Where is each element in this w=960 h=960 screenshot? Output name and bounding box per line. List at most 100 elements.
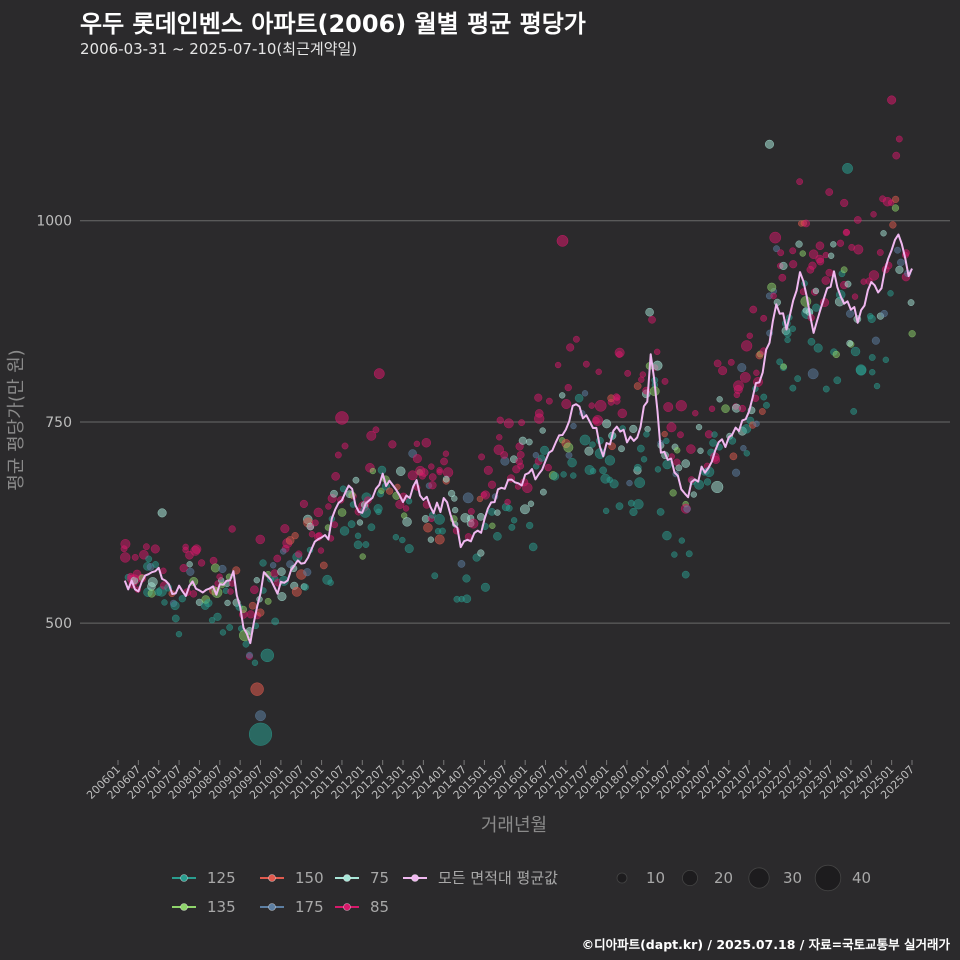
- point-135: [673, 447, 681, 454]
- y-tick-label: 750: [45, 415, 72, 431]
- point-75: [830, 241, 837, 248]
- point-135: [908, 330, 916, 338]
- point-150: [661, 430, 668, 438]
- point-150: [476, 495, 484, 503]
- point-125: [794, 375, 802, 383]
- point-125: [271, 617, 280, 626]
- point-125: [204, 599, 213, 608]
- point-150: [256, 608, 265, 617]
- legend-swatch-dot: [268, 874, 276, 882]
- point-150: [891, 195, 900, 204]
- point-125: [339, 526, 350, 536]
- point-85: [496, 416, 504, 424]
- point-125: [633, 499, 644, 510]
- point-85: [481, 490, 491, 500]
- point-85: [802, 219, 810, 228]
- point-125: [711, 431, 718, 438]
- point-75: [690, 491, 697, 498]
- point-85: [131, 553, 139, 561]
- point-75: [602, 419, 612, 429]
- point-85: [366, 430, 377, 441]
- point-125: [354, 532, 362, 539]
- point-85: [789, 247, 797, 255]
- point-85: [402, 505, 410, 512]
- point-125: [681, 570, 690, 579]
- point-75: [559, 392, 566, 399]
- point-85: [483, 465, 493, 475]
- size-legend-circle: [682, 870, 699, 887]
- point-85: [544, 464, 552, 472]
- point-85: [822, 251, 830, 259]
- point-175: [246, 651, 253, 659]
- point-85: [341, 442, 349, 450]
- point-85: [769, 231, 782, 244]
- point-75: [253, 577, 260, 584]
- point-75: [795, 240, 803, 248]
- point-85: [876, 249, 884, 256]
- point-85: [554, 361, 562, 369]
- point-85: [718, 366, 728, 376]
- legend-label: 150: [295, 869, 324, 887]
- point-135: [359, 553, 366, 560]
- point-85: [496, 434, 503, 441]
- point-85: [843, 228, 850, 236]
- point-175-outlier: [255, 710, 266, 722]
- point-85: [308, 531, 316, 538]
- point-75: [525, 438, 533, 446]
- legend-swatch-dot: [180, 874, 188, 882]
- point-85: [612, 393, 620, 401]
- point-125: [574, 393, 584, 403]
- point-135: [210, 563, 220, 573]
- point-125: [634, 477, 646, 489]
- legend-item-150: 150: [260, 869, 324, 887]
- point-75: [442, 475, 450, 483]
- point-85: [614, 347, 625, 358]
- point-85: [273, 554, 282, 563]
- size-legend-item-20: 20: [682, 869, 733, 887]
- point-125: [219, 629, 227, 636]
- point-85: [661, 378, 669, 385]
- legend-label: 175: [295, 898, 324, 916]
- point-85-outlier: [556, 235, 569, 247]
- point-75: [306, 522, 315, 531]
- point-85: [468, 518, 479, 529]
- point-125: [327, 579, 334, 586]
- point-75-outlier: [652, 360, 663, 371]
- point-150: [285, 536, 295, 545]
- point-125: [640, 456, 648, 463]
- point-175: [732, 468, 741, 477]
- point-75: [697, 447, 704, 454]
- legend-label: 85: [370, 898, 389, 916]
- point-85: [815, 241, 825, 251]
- point-125: [251, 659, 259, 666]
- point-75: [695, 423, 703, 431]
- point-85: [299, 499, 308, 508]
- point-85: [518, 419, 526, 427]
- point-85: [778, 273, 787, 282]
- point-85: [663, 402, 674, 412]
- point-125: [259, 559, 267, 567]
- point-85: [760, 314, 768, 322]
- point-125: [570, 472, 577, 479]
- point-125: [604, 455, 616, 466]
- point-125: [789, 325, 797, 332]
- y-tick-label: 1000: [36, 214, 72, 230]
- point-85: [892, 151, 901, 160]
- point-85: [160, 567, 167, 574]
- legend-item-75: 75: [335, 869, 389, 887]
- point-125: [178, 595, 186, 603]
- point-85: [588, 402, 595, 409]
- point-75: [827, 252, 835, 259]
- point-125: [175, 630, 183, 638]
- point-75: [147, 577, 158, 587]
- point-75: [644, 425, 651, 433]
- point-135: [780, 363, 787, 370]
- point-150-outlier: [250, 682, 264, 696]
- point-125: [434, 513, 445, 525]
- point-125: [170, 601, 180, 611]
- point-75: [451, 506, 459, 514]
- point-125: [760, 393, 768, 401]
- x-axis-ticks: 2006012006072007012007072008012008072009…: [84, 760, 917, 802]
- y-axis-ticks: 500 750 1000: [36, 214, 72, 632]
- point-125: [633, 463, 642, 472]
